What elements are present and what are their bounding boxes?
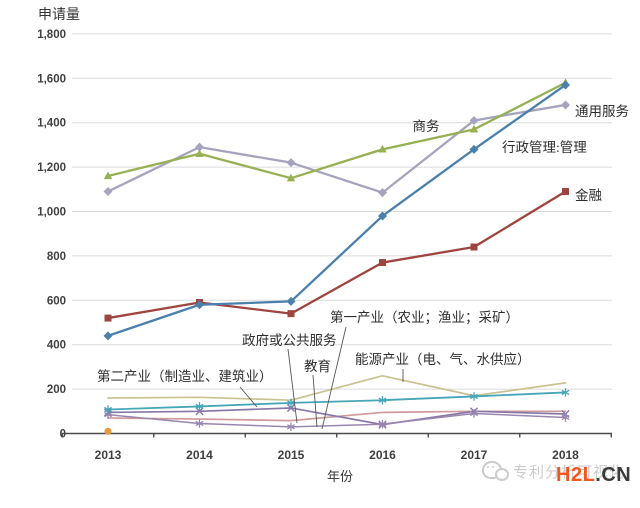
series-marker-education bbox=[378, 419, 387, 429]
y-axis-title: 申请量 bbox=[38, 7, 80, 23]
series-line-admin-management bbox=[106, 83, 567, 337]
series-marker-orange-point bbox=[104, 427, 112, 435]
brand-h2l: H2L bbox=[556, 464, 596, 486]
wechat-icon bbox=[482, 459, 509, 483]
series-marker-business bbox=[195, 149, 204, 157]
series-marker-secondary-industry bbox=[561, 388, 570, 397]
x-tick-label: 2017 bbox=[461, 448, 488, 462]
series-marker-admin-management bbox=[195, 300, 204, 310]
series-marker-finance bbox=[379, 259, 386, 267]
series-marker-secondary-industry bbox=[470, 392, 478, 401]
y-tick-label: 400 bbox=[47, 340, 66, 352]
series-marker-education bbox=[561, 413, 570, 422]
y-tick-label: 600 bbox=[47, 295, 66, 307]
series-line-finance bbox=[106, 190, 567, 320]
annotation-business: 商务 bbox=[413, 119, 440, 134]
series-marker-finance bbox=[104, 314, 112, 322]
leader-line-primary-industry bbox=[321, 326, 347, 430]
annotation-primary-industry: 第一产业（农业；渔业；采矿） bbox=[330, 309, 519, 326]
annotation-secondary-industry: 第二产业（制造业、建筑业） bbox=[97, 368, 273, 384]
series-marker-general-services bbox=[195, 142, 204, 152]
series-marker-secondary-industry bbox=[287, 398, 295, 408]
brand-cn: .CN bbox=[595, 464, 632, 486]
series-marker-business bbox=[286, 173, 296, 182]
series-marker-secondary-industry bbox=[104, 405, 112, 414]
series-marker-finance bbox=[287, 310, 295, 318]
annotation-finance: 金融 bbox=[575, 188, 603, 203]
leader-line-government-public-services bbox=[287, 348, 298, 424]
series-marker-business bbox=[378, 144, 387, 153]
annotation-education: 教育 bbox=[304, 359, 331, 374]
series-marker-finance bbox=[562, 188, 569, 196]
series-line-secondary-industry bbox=[107, 391, 567, 411]
y-tick-label: 1,200 bbox=[37, 162, 66, 174]
y-tick-label: 1,400 bbox=[37, 118, 66, 130]
leader-line-secondary-industry bbox=[239, 386, 258, 408]
x-axis-title: 年份 bbox=[327, 469, 353, 484]
x-tick-label: 2013 bbox=[95, 448, 122, 462]
series-marker-primary-industry bbox=[286, 403, 296, 413]
y-tick-label: 1,600 bbox=[37, 73, 66, 85]
series-marker-secondary-industry bbox=[378, 396, 387, 405]
y-tick-label: 800 bbox=[47, 251, 66, 263]
series-marker-admin-management bbox=[469, 144, 479, 154]
series-marker-education bbox=[195, 419, 204, 428]
y-tick-label: 1,800 bbox=[37, 29, 66, 41]
series-line-business bbox=[106, 81, 567, 180]
annotation-admin-management: 行政管理:管理 bbox=[502, 140, 587, 155]
series-marker-finance bbox=[470, 243, 478, 251]
series-marker-admin-management bbox=[103, 331, 113, 341]
series-marker-admin-management bbox=[286, 296, 296, 306]
series-marker-general-services bbox=[561, 100, 570, 110]
series-marker-primary-industry bbox=[195, 407, 204, 416]
annotation-general-services: 通用服务 bbox=[575, 104, 629, 119]
watermark-text: 专利分析可视化 bbox=[513, 463, 626, 481]
x-tick-label: 2015 bbox=[278, 448, 305, 462]
series-line-energy-industry bbox=[107, 374, 567, 402]
series-line-education bbox=[107, 412, 567, 428]
x-tick-label: 2018 bbox=[552, 448, 579, 462]
series-marker-general-services bbox=[103, 187, 113, 197]
watermark-wechat: 专利分析可视化 bbox=[482, 459, 625, 483]
series-marker-admin-management bbox=[561, 80, 570, 90]
leader-line-education bbox=[312, 374, 318, 428]
watermark-brand: H2L.CN bbox=[556, 464, 631, 487]
series-line-primary-industry bbox=[107, 407, 567, 426]
series-marker-business bbox=[103, 171, 113, 180]
x-tick-label: 2014 bbox=[186, 448, 213, 462]
series-marker-admin-management bbox=[378, 211, 387, 221]
series-marker-secondary-industry bbox=[195, 402, 204, 411]
series-marker-education bbox=[470, 409, 478, 418]
series-marker-general-services bbox=[378, 188, 387, 198]
annotation-energy-industry: 能源产业（电、气、水供应） bbox=[355, 351, 531, 367]
series-line-general-services bbox=[106, 103, 567, 194]
y-tick-label: 1,000 bbox=[37, 207, 66, 219]
series-marker-education bbox=[287, 422, 295, 432]
x-tick-label: 2016 bbox=[369, 448, 396, 462]
series-marker-general-services bbox=[286, 158, 296, 168]
series-marker-general-services bbox=[469, 115, 479, 125]
series-marker-business bbox=[469, 124, 479, 133]
annotation-government-public-services: 政府或公共服务 bbox=[242, 333, 337, 348]
y-tick-label: 200 bbox=[47, 384, 66, 396]
